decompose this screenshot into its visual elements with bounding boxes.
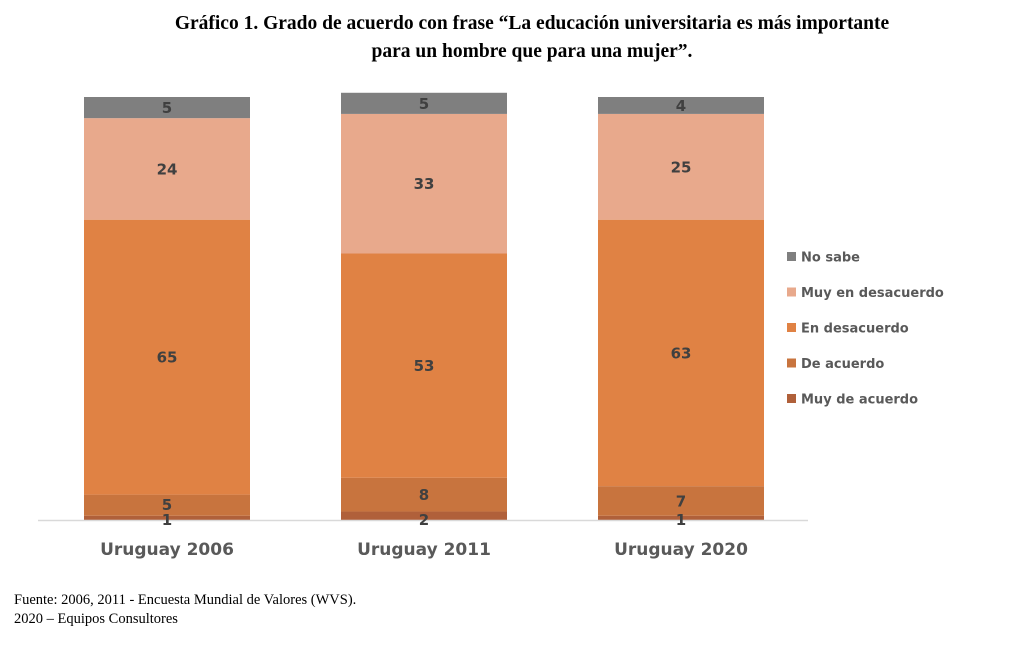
bar-segment [598,113,764,220]
data-label: 1 [676,511,686,529]
chart-title-line-2: para un hombre que para una mujer”. [371,41,693,62]
legend-swatch [787,358,796,368]
legend-swatch [787,323,796,332]
bar-segment [598,97,764,114]
bar-segment [341,253,507,478]
legend-label: En desacuerdo [801,322,909,337]
chart-title-line-1: Gráfico 1. Grado de acuerdo con frase “L… [174,13,890,34]
bar-segment [84,515,250,520]
data-label: 25 [671,158,692,176]
legend-swatch [787,394,796,403]
data-label: 1 [162,511,172,529]
source-note: Fuente: 2006, 2011 - Encuesta Mundial de… [14,591,356,629]
data-label: 5 [162,99,172,117]
bars-group [84,92,764,520]
legend-item: En desacuerdo [787,322,909,337]
data-label: 2 [419,511,429,529]
bar-segment [84,97,250,119]
data-label: 5 [162,496,172,514]
data-label: 65 [157,349,178,367]
category-label: Uruguay 2011 [357,540,491,560]
data-label: 4 [676,97,686,115]
data-label: 8 [419,486,429,504]
legend: No sabe Muy en desacuerdo En desacuerdo De … [787,251,944,408]
category-label: Uruguay 2020 [614,540,748,560]
data-label: 33 [414,175,435,193]
data-label: 5 [419,95,429,113]
legend-item: Muy en desacuerdo [787,286,944,301]
bar-segment [84,118,250,220]
bar-segment [341,92,507,114]
data-label: 24 [157,160,178,178]
chart-title: Gráfico 1. Grado de acuerdo con frase “L… [0,10,1024,66]
bar-segment [341,477,507,512]
data-label: 63 [671,344,692,362]
legend-item: No sabe [787,251,860,266]
legend-label: De acuerdo [801,357,884,372]
source-line-2: 2020 – Equipos Consultores [14,611,178,627]
bar-segment [84,219,250,495]
data-label: 53 [414,357,435,375]
legend-swatch [787,287,796,297]
bar-segment [341,113,507,254]
legend-label: No sabe [801,251,860,266]
source-line-1: Fuente: 2006, 2011 - Encuesta Mundial de… [14,592,357,608]
bar-segment [598,486,764,516]
category-label: Uruguay 2006 [100,540,234,560]
bar-segment [598,219,764,487]
bar-segment [341,511,507,520]
legend-item: Muy de acuerdo [787,393,918,408]
bar-segment [598,515,764,520]
bar-segment [84,494,250,516]
category-labels-group: Uruguay 2006 Uruguay 2011 Uruguay 2020 [100,540,748,560]
legend-label: Muy de acuerdo [801,393,918,408]
legend-label: Muy en desacuerdo [801,286,944,301]
legend-swatch [787,252,796,261]
legend-item: De acuerdo [787,357,884,372]
data-label: 7 [676,492,686,510]
